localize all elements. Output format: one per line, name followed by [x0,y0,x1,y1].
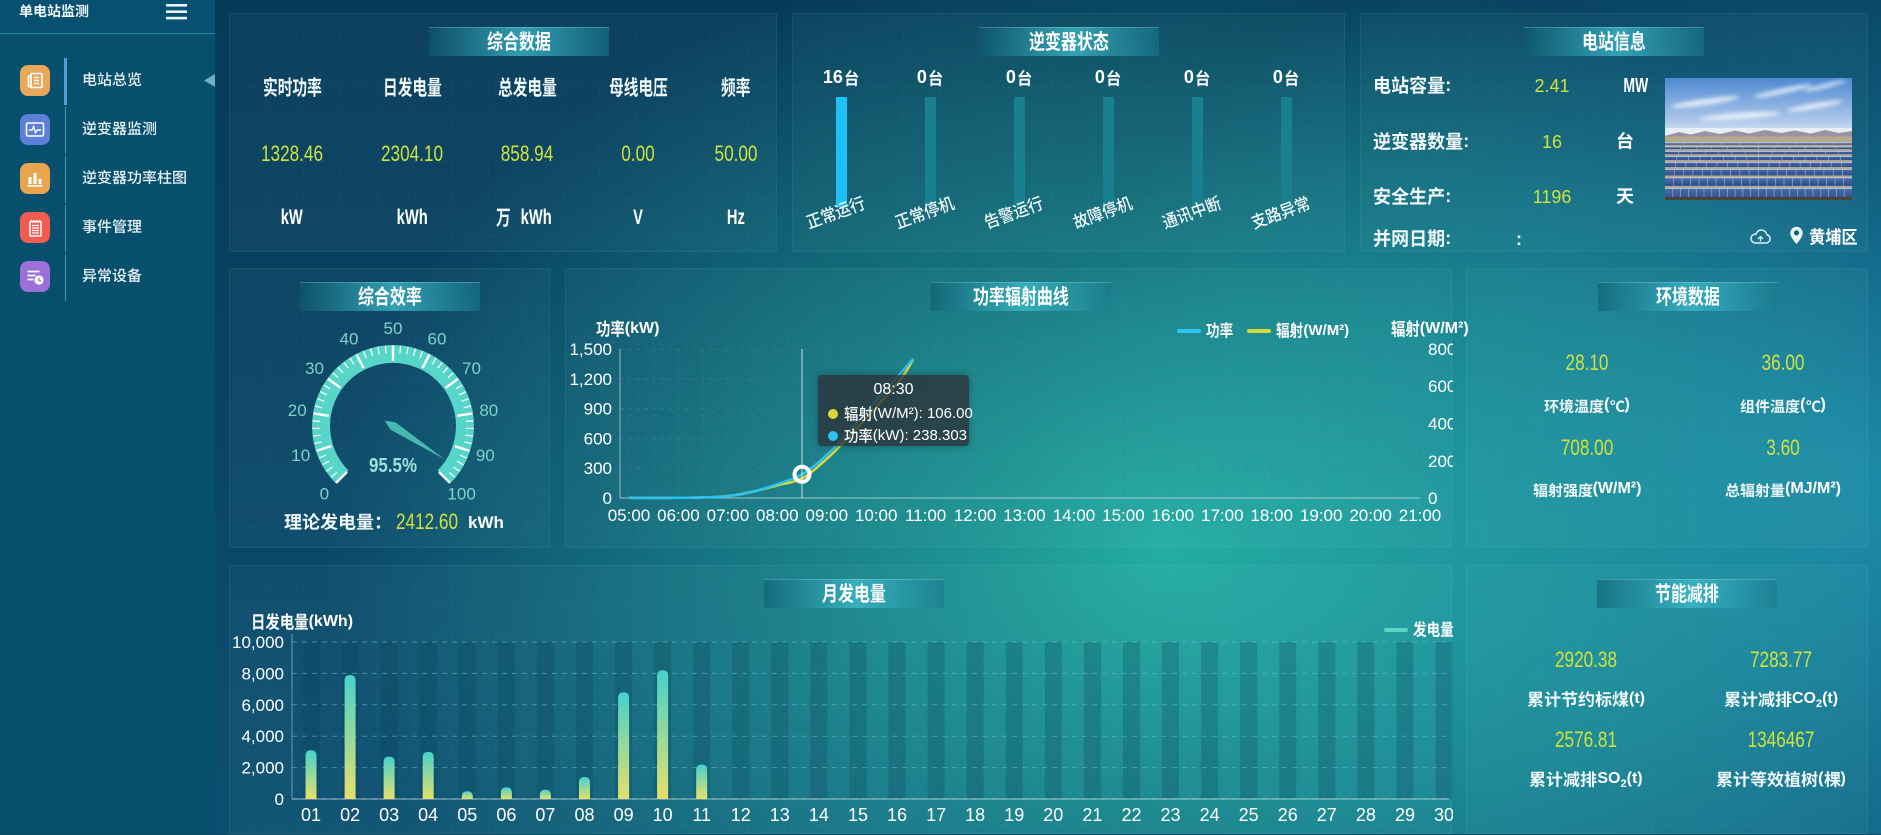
svg-text:28: 28 [1356,805,1376,825]
svg-text:12:00: 12:00 [954,506,997,525]
svg-text:16:00: 16:00 [1152,506,1195,525]
svg-text:13: 13 [770,805,790,825]
svg-text:20:00: 20:00 [1349,506,1392,525]
svg-text:16: 16 [887,805,907,825]
svg-text:14: 14 [809,805,829,825]
svg-text:2,000: 2,000 [241,759,284,778]
svg-text:08:00: 08:00 [756,506,799,525]
svg-text:11:00: 11:00 [905,506,946,525]
svg-text:06:00: 06:00 [657,506,700,525]
svg-text:02: 02 [340,805,360,825]
svg-text:24: 24 [1200,805,1220,825]
svg-text:15:00: 15:00 [1102,506,1145,525]
svg-text:4,000: 4,000 [241,727,284,746]
svg-text:800: 800 [1428,340,1453,359]
svg-text:200: 200 [1428,452,1453,471]
svg-text:1,500: 1,500 [569,340,612,359]
svg-text:03: 03 [379,805,399,825]
svg-text:11: 11 [692,805,711,825]
svg-text:0: 0 [275,790,284,809]
svg-text:12: 12 [731,805,751,825]
svg-text:05: 05 [457,805,477,825]
svg-text:19:00: 19:00 [1300,506,1343,525]
svg-text:6,000: 6,000 [241,696,284,715]
svg-text:300: 300 [584,459,612,478]
svg-text:29: 29 [1395,805,1415,825]
svg-text:01: 01 [301,805,321,825]
svg-text:400: 400 [1428,415,1453,434]
svg-text:20: 20 [288,401,307,420]
svg-text:60: 60 [428,330,447,349]
svg-text:17: 17 [926,805,946,825]
svg-text:27: 27 [1317,805,1337,825]
svg-text:25: 25 [1239,805,1259,825]
svg-text:10,000: 10,000 [232,633,284,652]
svg-text:10: 10 [653,805,673,825]
svg-text:10:00: 10:00 [855,506,898,525]
svg-text:900: 900 [584,400,612,419]
svg-text:21: 21 [1082,805,1102,825]
svg-text:50: 50 [384,319,403,338]
svg-text:05:00: 05:00 [608,506,651,525]
svg-text:70: 70 [462,359,481,378]
svg-text:06: 06 [496,805,516,825]
svg-text:17:00: 17:00 [1201,506,1244,525]
svg-text:18: 18 [965,805,985,825]
svg-text:95.5%: 95.5% [369,455,417,477]
svg-text:100: 100 [447,485,475,504]
svg-text:8,000: 8,000 [241,664,284,683]
svg-text:600: 600 [584,429,612,448]
svg-text:1,200: 1,200 [569,370,612,389]
svg-text:10: 10 [291,446,310,465]
svg-text:30: 30 [305,359,324,378]
svg-text:30: 30 [1434,805,1453,825]
svg-text:19: 19 [1004,805,1024,825]
svg-text:23: 23 [1160,805,1180,825]
svg-text:40: 40 [340,330,359,349]
svg-text:09: 09 [614,805,634,825]
svg-text:04: 04 [418,805,438,825]
svg-text:21:00: 21:00 [1399,506,1442,525]
svg-text:80: 80 [479,401,498,420]
svg-text:07: 07 [535,805,555,825]
svg-text:13:00: 13:00 [1003,506,1046,525]
svg-text:15: 15 [848,805,868,825]
svg-text:600: 600 [1428,377,1453,396]
svg-text:90: 90 [476,446,495,465]
svg-text:20: 20 [1043,805,1063,825]
svg-text:26: 26 [1278,805,1298,825]
svg-text:08: 08 [574,805,594,825]
svg-text:09:00: 09:00 [806,506,849,525]
svg-text:14:00: 14:00 [1053,506,1096,525]
svg-text:22: 22 [1121,805,1141,825]
svg-text:0: 0 [320,485,329,504]
svg-text:18:00: 18:00 [1250,506,1293,525]
svg-text:07:00: 07:00 [707,506,750,525]
